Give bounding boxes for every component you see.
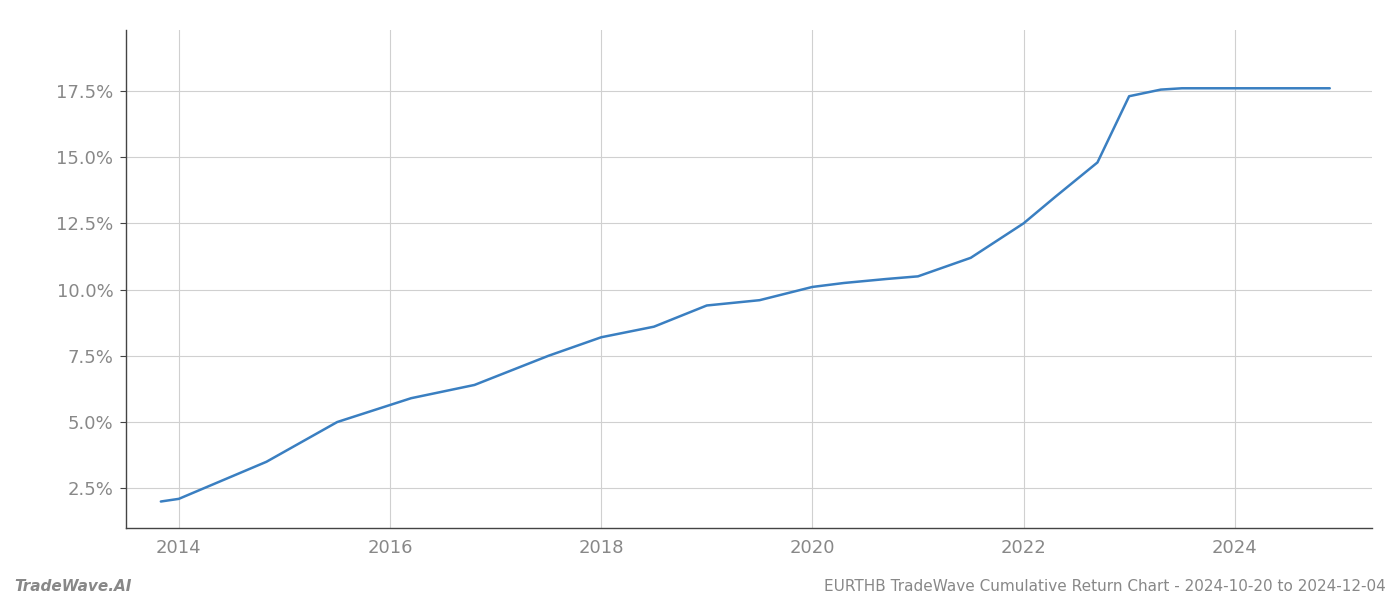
Text: EURTHB TradeWave Cumulative Return Chart - 2024-10-20 to 2024-12-04: EURTHB TradeWave Cumulative Return Chart…	[825, 579, 1386, 594]
Text: TradeWave.AI: TradeWave.AI	[14, 579, 132, 594]
